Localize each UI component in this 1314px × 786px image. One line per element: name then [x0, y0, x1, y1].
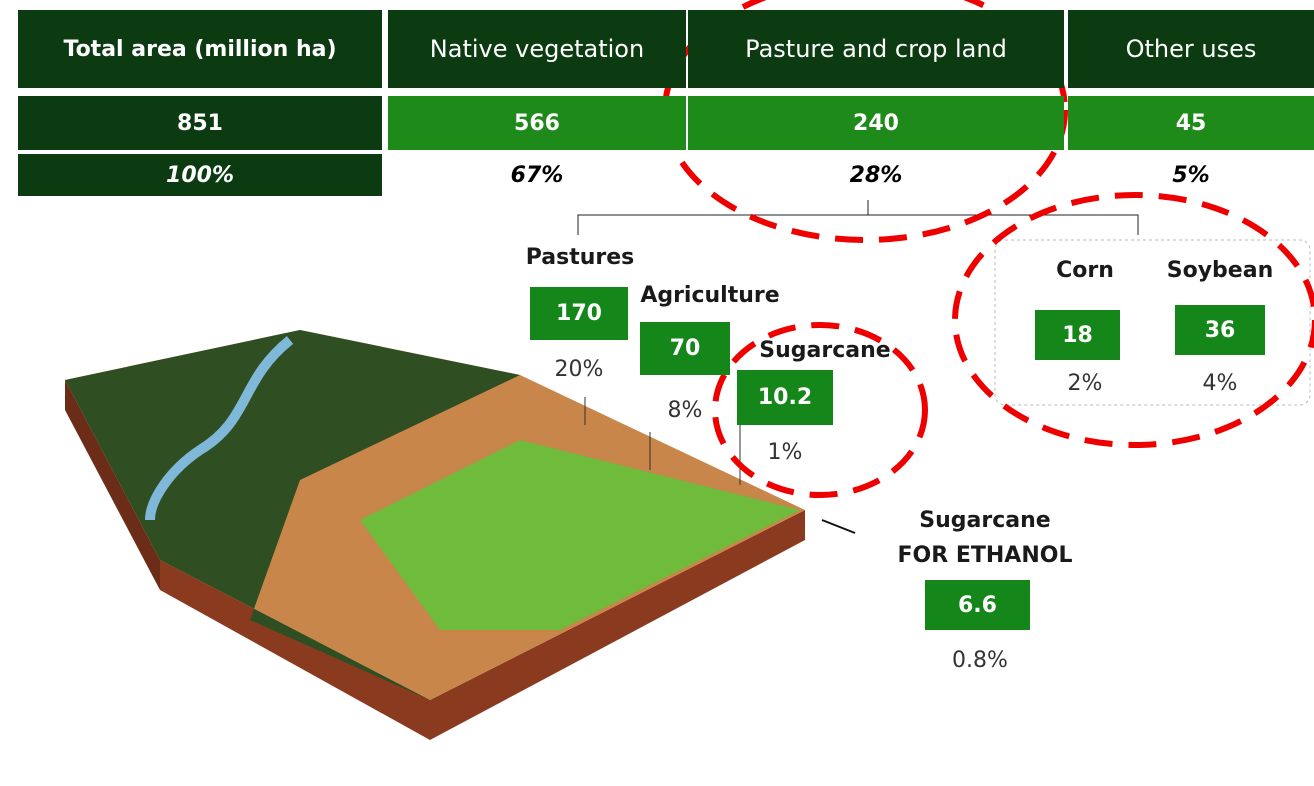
share: 20%	[530, 352, 628, 386]
cell: 851	[18, 96, 382, 150]
share: 4%	[1170, 366, 1270, 400]
value-box: 170	[530, 287, 628, 340]
cell: 100%	[18, 154, 382, 196]
share: 2%	[1035, 366, 1135, 400]
label: Agriculture	[640, 278, 780, 312]
value-box: 70	[640, 322, 730, 375]
label: FOR ETHANOL	[860, 538, 1110, 572]
cell: 28%	[688, 154, 1064, 196]
header-cell: Other uses	[1068, 10, 1314, 88]
label: Pastures	[510, 240, 650, 274]
bracket	[578, 215, 1138, 235]
cell: 566	[388, 96, 686, 150]
label: Sugarcane	[740, 333, 910, 367]
value-box: 36	[1175, 305, 1265, 355]
value-box: 10.2	[737, 370, 833, 425]
value-box: 18	[1035, 310, 1120, 360]
label: Soybean	[1150, 253, 1290, 287]
header-cell: Native vegetation	[388, 10, 686, 88]
cell: 5%	[1068, 154, 1314, 196]
header-cell: Pasture and crop land	[688, 10, 1064, 88]
arrow	[822, 520, 855, 533]
cell: 67%	[388, 154, 686, 196]
share: 0.8%	[925, 643, 1035, 677]
share: 8%	[650, 393, 720, 427]
label: Corn	[1030, 253, 1140, 287]
share: 1%	[750, 435, 820, 469]
page: Total area (million ha) Native vegetatio…	[0, 0, 1314, 786]
cell: 240	[688, 96, 1064, 150]
value-box: 6.6	[925, 580, 1030, 630]
label: Sugarcane	[880, 503, 1090, 537]
header-cell: Total area (million ha)	[18, 10, 382, 88]
cell: 45	[1068, 96, 1314, 150]
